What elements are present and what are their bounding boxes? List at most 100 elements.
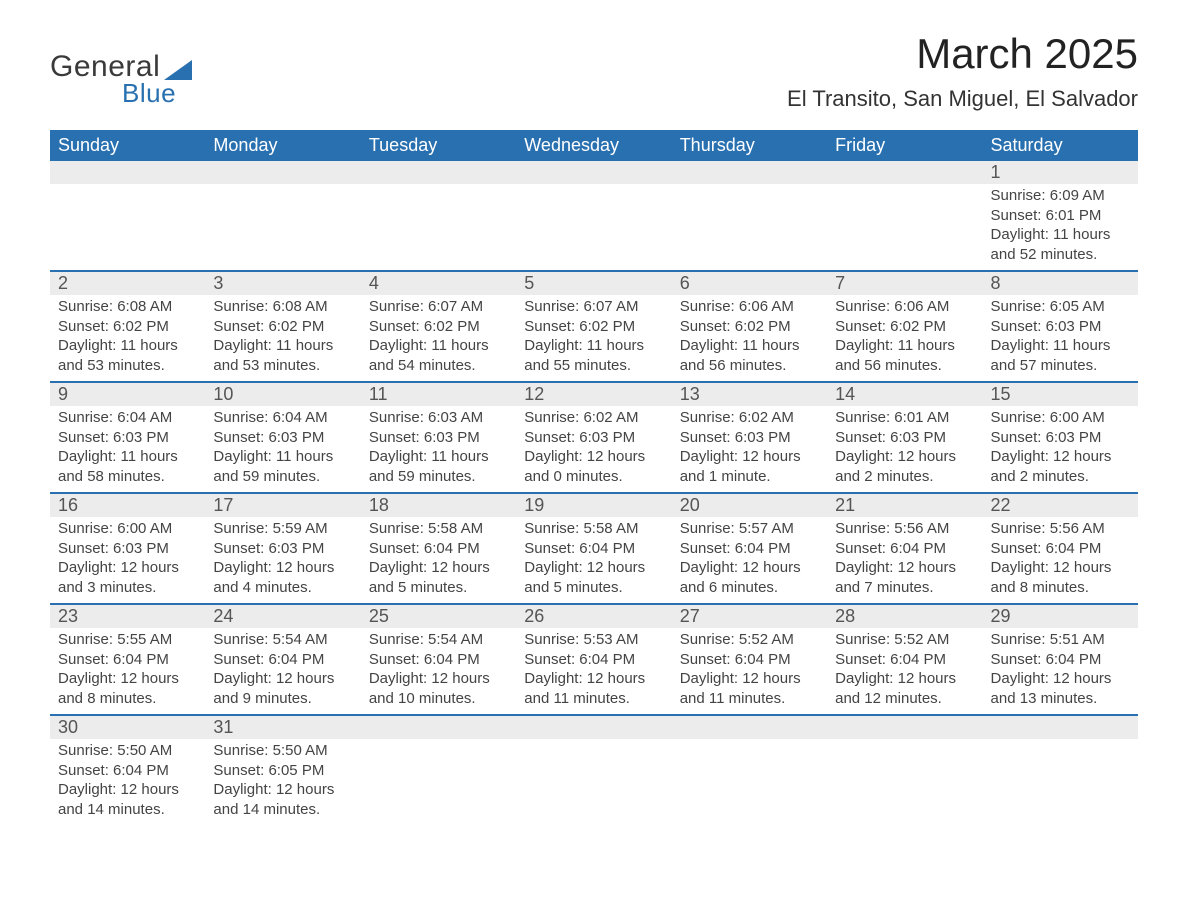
calendar-cell: 19Sunrise: 5:58 AMSunset: 6:04 PMDayligh… [516,493,671,604]
day-body [205,184,360,192]
day-day2: and 53 minutes. [213,356,352,376]
day-number [672,161,827,184]
day-day2: and 8 minutes. [991,578,1130,598]
day-day1: Daylight: 12 hours [835,447,974,467]
day-day1: Daylight: 11 hours [991,336,1130,356]
day-number [672,716,827,739]
calendar-cell [50,161,205,271]
weekday-header: Monday [205,130,360,161]
day-day2: and 59 minutes. [369,467,508,487]
day-sunset: Sunset: 6:01 PM [991,206,1130,226]
day-sunset: Sunset: 6:04 PM [369,539,508,559]
logo-text-blue: Blue [122,78,192,109]
day-number: 16 [50,494,205,517]
day-number [516,716,671,739]
day-sunrise: Sunrise: 6:06 AM [680,297,819,317]
day-body: Sunrise: 6:08 AMSunset: 6:02 PMDaylight:… [50,295,205,381]
weekday-header: Sunday [50,130,205,161]
calendar-cell: 20Sunrise: 5:57 AMSunset: 6:04 PMDayligh… [672,493,827,604]
weekday-header: Friday [827,130,982,161]
day-sunset: Sunset: 6:05 PM [213,761,352,781]
day-body: Sunrise: 5:56 AMSunset: 6:04 PMDaylight:… [827,517,982,603]
day-body: Sunrise: 5:58 AMSunset: 6:04 PMDaylight:… [516,517,671,603]
day-sunrise: Sunrise: 6:00 AM [58,519,197,539]
day-number: 7 [827,272,982,295]
calendar-cell: 15Sunrise: 6:00 AMSunset: 6:03 PMDayligh… [983,382,1138,493]
calendar-week: 23Sunrise: 5:55 AMSunset: 6:04 PMDayligh… [50,604,1138,715]
weekday-header: Saturday [983,130,1138,161]
day-day1: Daylight: 11 hours [835,336,974,356]
day-day1: Daylight: 12 hours [991,669,1130,689]
calendar-cell: 23Sunrise: 5:55 AMSunset: 6:04 PMDayligh… [50,604,205,715]
day-day2: and 11 minutes. [524,689,663,709]
day-body [827,739,982,747]
day-sunrise: Sunrise: 5:57 AM [680,519,819,539]
day-day1: Daylight: 12 hours [58,669,197,689]
day-sunset: Sunset: 6:03 PM [213,539,352,559]
day-body: Sunrise: 5:54 AMSunset: 6:04 PMDaylight:… [361,628,516,714]
day-sunrise: Sunrise: 5:54 AM [213,630,352,650]
calendar-cell [205,161,360,271]
day-number: 26 [516,605,671,628]
day-sunrise: Sunrise: 6:08 AM [213,297,352,317]
day-day2: and 58 minutes. [58,467,197,487]
calendar-cell: 24Sunrise: 5:54 AMSunset: 6:04 PMDayligh… [205,604,360,715]
day-body: Sunrise: 6:05 AMSunset: 6:03 PMDaylight:… [983,295,1138,381]
day-number: 29 [983,605,1138,628]
calendar-header-row: SundayMondayTuesdayWednesdayThursdayFrid… [50,130,1138,161]
day-sunrise: Sunrise: 6:07 AM [369,297,508,317]
calendar-cell: 21Sunrise: 5:56 AMSunset: 6:04 PMDayligh… [827,493,982,604]
calendar-cell: 5Sunrise: 6:07 AMSunset: 6:02 PMDaylight… [516,271,671,382]
day-day1: Daylight: 12 hours [524,447,663,467]
day-number: 17 [205,494,360,517]
day-day2: and 54 minutes. [369,356,508,376]
day-number: 28 [827,605,982,628]
calendar-table: SundayMondayTuesdayWednesdayThursdayFrid… [50,130,1138,825]
day-body: Sunrise: 6:07 AMSunset: 6:02 PMDaylight:… [361,295,516,381]
day-body [361,739,516,747]
day-sunrise: Sunrise: 6:08 AM [58,297,197,317]
day-day2: and 2 minutes. [991,467,1130,487]
day-sunrise: Sunrise: 5:50 AM [213,741,352,761]
day-sunset: Sunset: 6:03 PM [213,428,352,448]
day-day2: and 2 minutes. [835,467,974,487]
day-number: 25 [361,605,516,628]
day-body: Sunrise: 6:06 AMSunset: 6:02 PMDaylight:… [827,295,982,381]
calendar-cell [983,715,1138,825]
calendar-cell [672,161,827,271]
day-day1: Daylight: 12 hours [991,558,1130,578]
day-body [672,184,827,192]
day-day1: Daylight: 12 hours [524,669,663,689]
calendar-cell: 7Sunrise: 6:06 AMSunset: 6:02 PMDaylight… [827,271,982,382]
day-day2: and 57 minutes. [991,356,1130,376]
day-number: 14 [827,383,982,406]
day-number [827,716,982,739]
day-body: Sunrise: 6:00 AMSunset: 6:03 PMDaylight:… [983,406,1138,492]
calendar-cell: 30Sunrise: 5:50 AMSunset: 6:04 PMDayligh… [50,715,205,825]
logo: General Blue [50,50,192,109]
day-body: Sunrise: 5:54 AMSunset: 6:04 PMDaylight:… [205,628,360,714]
day-sunset: Sunset: 6:02 PM [835,317,974,337]
day-sunrise: Sunrise: 6:06 AM [835,297,974,317]
day-sunrise: Sunrise: 6:01 AM [835,408,974,428]
calendar-cell: 22Sunrise: 5:56 AMSunset: 6:04 PMDayligh… [983,493,1138,604]
day-body: Sunrise: 5:58 AMSunset: 6:04 PMDaylight:… [361,517,516,603]
day-number: 12 [516,383,671,406]
day-body: Sunrise: 6:01 AMSunset: 6:03 PMDaylight:… [827,406,982,492]
day-number: 11 [361,383,516,406]
day-body: Sunrise: 6:04 AMSunset: 6:03 PMDaylight:… [50,406,205,492]
day-body: Sunrise: 5:57 AMSunset: 6:04 PMDaylight:… [672,517,827,603]
day-day2: and 4 minutes. [213,578,352,598]
calendar-cell: 26Sunrise: 5:53 AMSunset: 6:04 PMDayligh… [516,604,671,715]
day-sunrise: Sunrise: 6:03 AM [369,408,508,428]
day-day2: and 53 minutes. [58,356,197,376]
day-sunrise: Sunrise: 5:58 AM [524,519,663,539]
calendar-cell: 9Sunrise: 6:04 AMSunset: 6:03 PMDaylight… [50,382,205,493]
day-sunrise: Sunrise: 6:07 AM [524,297,663,317]
day-day2: and 55 minutes. [524,356,663,376]
calendar-cell: 16Sunrise: 6:00 AMSunset: 6:03 PMDayligh… [50,493,205,604]
day-sunrise: Sunrise: 5:59 AM [213,519,352,539]
day-day2: and 5 minutes. [524,578,663,598]
calendar-cell: 11Sunrise: 6:03 AMSunset: 6:03 PMDayligh… [361,382,516,493]
calendar-cell: 10Sunrise: 6:04 AMSunset: 6:03 PMDayligh… [205,382,360,493]
